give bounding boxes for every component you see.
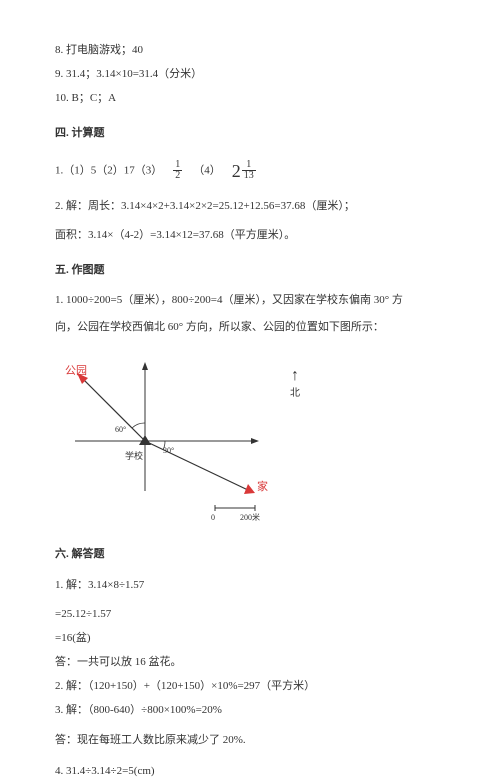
sec6-l7: 答：现在每班工人数比原来减少了 20%.: [55, 730, 445, 751]
sec4-q1-mid: （4）: [193, 164, 221, 176]
arc-60: [132, 423, 145, 428]
sec4-q2b: 面积：3.14×（4-2）=3.14×12=37.68（平方厘米）。: [55, 225, 445, 246]
school-label: 学校: [125, 450, 143, 461]
angle-30-label: 30°: [163, 446, 174, 455]
header-line-9: 9. 31.4；3.14×10=31.4（分米）: [55, 64, 445, 85]
header-line-8: 8. 打电脑游戏；40: [55, 40, 445, 61]
mixed-den: 13: [242, 171, 256, 181]
sec6-l3: =16(盆): [55, 628, 445, 649]
sec4-q2: 2. 解：周长：3.14×4×2+3.14×2×2=25.12+12.56=37…: [55, 196, 445, 217]
home-label: 家: [257, 479, 268, 493]
mixed-frac: 1 13: [242, 160, 256, 181]
sec6-l5: 2. 解：（120+150）+（120+150）×10%=297（平方米）: [55, 676, 445, 697]
north-label: 北: [290, 384, 300, 403]
fraction-1-2: 1 2: [173, 160, 182, 181]
sec5-p2: 向，公园在学校西偏北 60° 方向，所以家、公园的位置如下图所示：: [55, 317, 445, 338]
y-arrow-icon: [142, 362, 148, 370]
sec5-p1: 1. 1000÷200=5（厘米），800÷200=4（厘米），又因家在学校东偏…: [55, 290, 445, 311]
frac-den: 2: [173, 171, 182, 181]
header-line-10: 10. B；C；A: [55, 88, 445, 109]
sec6-l8: 4. 31.4÷3.14÷2=5(cm): [55, 761, 445, 782]
mixed-2-1-13: 2 1 13: [232, 154, 256, 188]
mixed-whole: 2: [232, 154, 241, 188]
diagram-svg: 公园 家 60° 30° 学校 0 200米: [55, 356, 315, 526]
north-indicator: ↑ 北: [290, 368, 300, 403]
sec6-l2: =25.12÷1.57: [55, 604, 445, 625]
sec6-l4: 答：一共可以放 16 盆花。: [55, 652, 445, 673]
scale-200-label: 200米: [240, 512, 260, 522]
sec4-q1-part-a: 1.（1）5（2）17（3）: [55, 164, 162, 176]
section-4-title: 四. 计算题: [55, 123, 445, 144]
sec6-l6: 3. 解：（800-640）÷800×100%=20%: [55, 700, 445, 721]
diagram: ↑ 北 公园 家 60° 30° 学校 0 200米: [55, 356, 445, 526]
x-arrow-icon: [251, 438, 259, 444]
park-line: [80, 376, 145, 441]
sec4-q1: 1.（1）5（2）17（3） 1 2 （4） 2 1 13: [55, 154, 445, 188]
section-5-title: 五. 作图题: [55, 260, 445, 281]
section-6-title: 六. 解答题: [55, 544, 445, 565]
angle-60-label: 60°: [115, 425, 126, 434]
sec6-l1: 1. 解：3.14×8÷1.57: [55, 575, 445, 596]
home-line: [145, 441, 250, 491]
up-arrow-icon: ↑: [290, 368, 300, 384]
park-label: 公园: [65, 364, 87, 377]
scale-0-label: 0: [211, 513, 215, 522]
